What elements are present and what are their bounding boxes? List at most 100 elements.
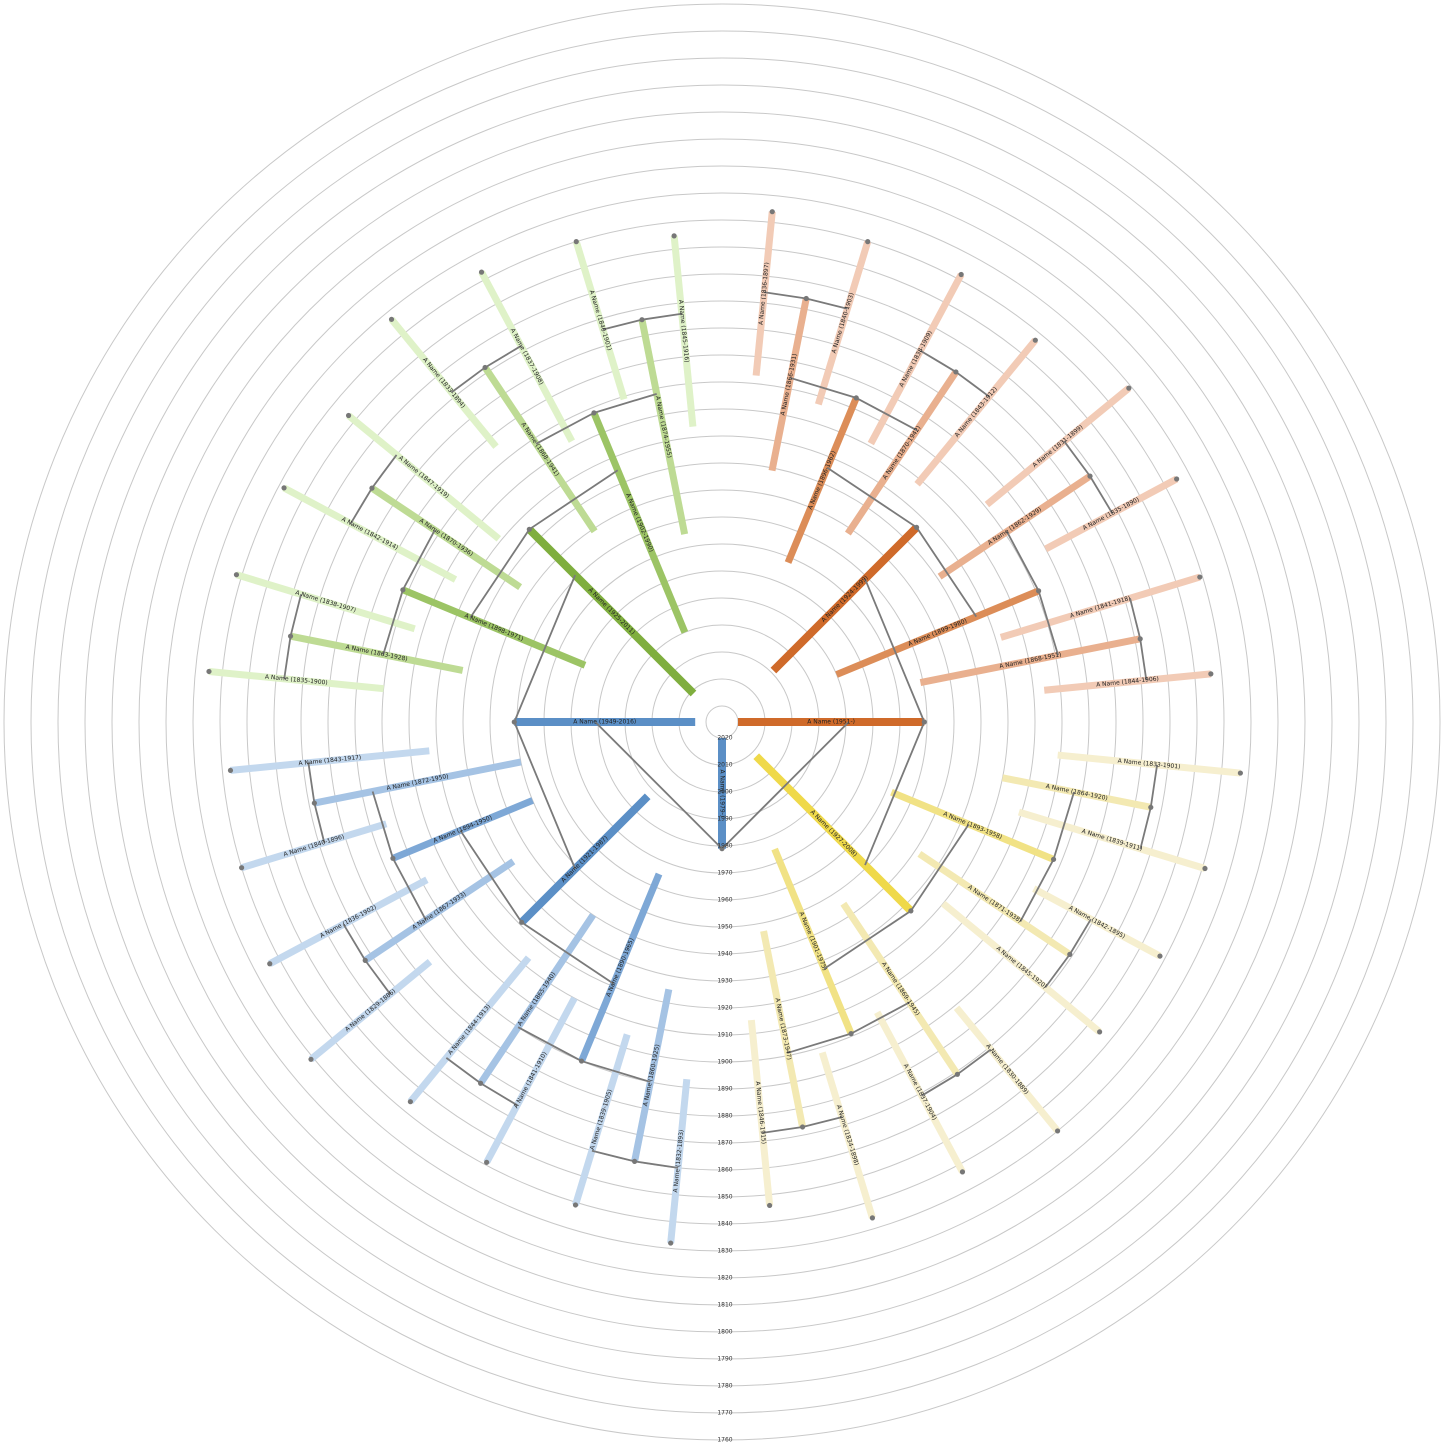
parent-link xyxy=(1063,440,1091,477)
person-label: A Name (1840-1896) xyxy=(283,833,345,858)
birth-dot xyxy=(390,855,396,861)
life-bar xyxy=(578,872,663,1063)
parent-link xyxy=(371,791,394,859)
parent-link xyxy=(864,721,926,866)
birth-dot xyxy=(1087,473,1093,479)
parent-link xyxy=(790,377,857,399)
year-label: 1890 xyxy=(717,1086,732,1093)
grid-circle xyxy=(435,435,1009,1009)
life-bar xyxy=(572,1033,631,1206)
parent-link xyxy=(528,469,619,531)
birth-dot xyxy=(1137,636,1143,642)
year-label: 1990 xyxy=(717,816,732,823)
birth-dot xyxy=(362,957,368,963)
life-bar xyxy=(482,365,598,534)
bars-layer xyxy=(208,211,1241,1244)
parent-link xyxy=(1089,475,1114,514)
grid-circle xyxy=(489,489,955,955)
year-label: 2010 xyxy=(717,762,732,769)
birth-dot xyxy=(573,239,579,245)
person-label: A Name (1844-1906) xyxy=(1096,675,1159,688)
birth-dot xyxy=(1197,574,1203,580)
birth-dot xyxy=(1202,865,1208,872)
person-label: A Name (1867-1933) xyxy=(411,890,467,931)
life-bar xyxy=(753,753,914,914)
person-label: A Name (1837-1908) xyxy=(509,327,545,386)
parent-link xyxy=(371,454,398,489)
grid-circle xyxy=(111,111,1333,1333)
birth-dot xyxy=(519,919,525,925)
birth-dot xyxy=(572,1202,579,1208)
year-label: 1870 xyxy=(717,1140,732,1147)
life-bar xyxy=(230,747,430,774)
birth-dot xyxy=(799,1124,806,1130)
parent-link xyxy=(307,762,316,804)
year-label: 1770 xyxy=(717,1410,732,1417)
grid-circle xyxy=(192,192,1252,1252)
life-bar xyxy=(844,370,959,536)
person-label: A Name (1868-1941) xyxy=(519,421,560,477)
birth-dot xyxy=(631,1158,638,1164)
parent-link xyxy=(342,923,366,961)
person-label: A Name (1831-1899) xyxy=(1031,424,1084,469)
life-bar xyxy=(818,1051,876,1219)
year-label: 1880 xyxy=(717,1113,732,1120)
year-label: 2000 xyxy=(717,789,732,796)
person-label: A Name (1924-1999) xyxy=(820,574,870,624)
life-bar xyxy=(268,876,429,967)
person-label: A Name (1927-2008) xyxy=(809,809,859,859)
life-bar xyxy=(282,484,458,583)
parent-link xyxy=(593,392,657,414)
birth-dot xyxy=(407,1099,413,1105)
person-label: A Name (1951-) xyxy=(807,719,855,726)
links-layer xyxy=(283,291,1158,1169)
parent-link xyxy=(450,366,486,394)
life-bar xyxy=(346,412,502,542)
parent-link xyxy=(1006,531,1040,592)
parent-link xyxy=(469,528,531,619)
birth-dot xyxy=(1054,1128,1061,1134)
life-bar xyxy=(670,235,697,427)
person-label: A Name (1833-1894) xyxy=(421,356,466,409)
parent-link xyxy=(513,721,576,870)
parent-link xyxy=(634,1160,679,1169)
birth-dot xyxy=(865,239,871,245)
grid-circle xyxy=(462,462,982,982)
parent-link xyxy=(1052,791,1075,860)
person-label: A Name (1834-1898) xyxy=(835,1104,860,1166)
parent-link xyxy=(806,297,848,310)
person-label: A Name (1836-1902) xyxy=(319,904,378,940)
person-label: A Name (1873-1947) xyxy=(773,997,792,1060)
grid-circle xyxy=(57,57,1387,1387)
person-label: A Name (1830-1889) xyxy=(984,1043,1029,1096)
birth-dot xyxy=(388,316,395,322)
grid-circle xyxy=(354,354,1090,1090)
parent-link xyxy=(919,349,957,373)
person-label: A Name (1872-1950) xyxy=(386,773,449,792)
birth-dot xyxy=(959,1169,966,1175)
parent-link xyxy=(402,529,436,591)
grid-circle xyxy=(246,246,1198,1198)
person-label: A Name (1871-1938) xyxy=(966,884,1022,925)
year-label: 1860 xyxy=(717,1167,732,1174)
life-bar xyxy=(526,526,697,697)
person-label: A Name (1838-1909) xyxy=(898,330,934,389)
birth-dot xyxy=(1208,671,1214,677)
year-label: 1950 xyxy=(717,924,732,931)
life-bar xyxy=(1017,808,1206,872)
life-bar xyxy=(590,411,689,634)
birth-dot xyxy=(1036,588,1042,594)
grid-circle xyxy=(138,138,1306,1306)
parent-link xyxy=(721,721,850,850)
life-bar xyxy=(308,958,433,1063)
person-label: A Name (1842-1895) xyxy=(1067,904,1126,940)
birth-dot xyxy=(921,719,927,725)
parent-link xyxy=(445,1057,482,1084)
life-bar xyxy=(814,240,872,406)
birth-dot xyxy=(227,767,234,774)
parent-link xyxy=(1139,807,1152,850)
grid-circle xyxy=(30,30,1414,1414)
birth-dot xyxy=(954,1071,960,1077)
year-label: 1850 xyxy=(717,1194,732,1201)
